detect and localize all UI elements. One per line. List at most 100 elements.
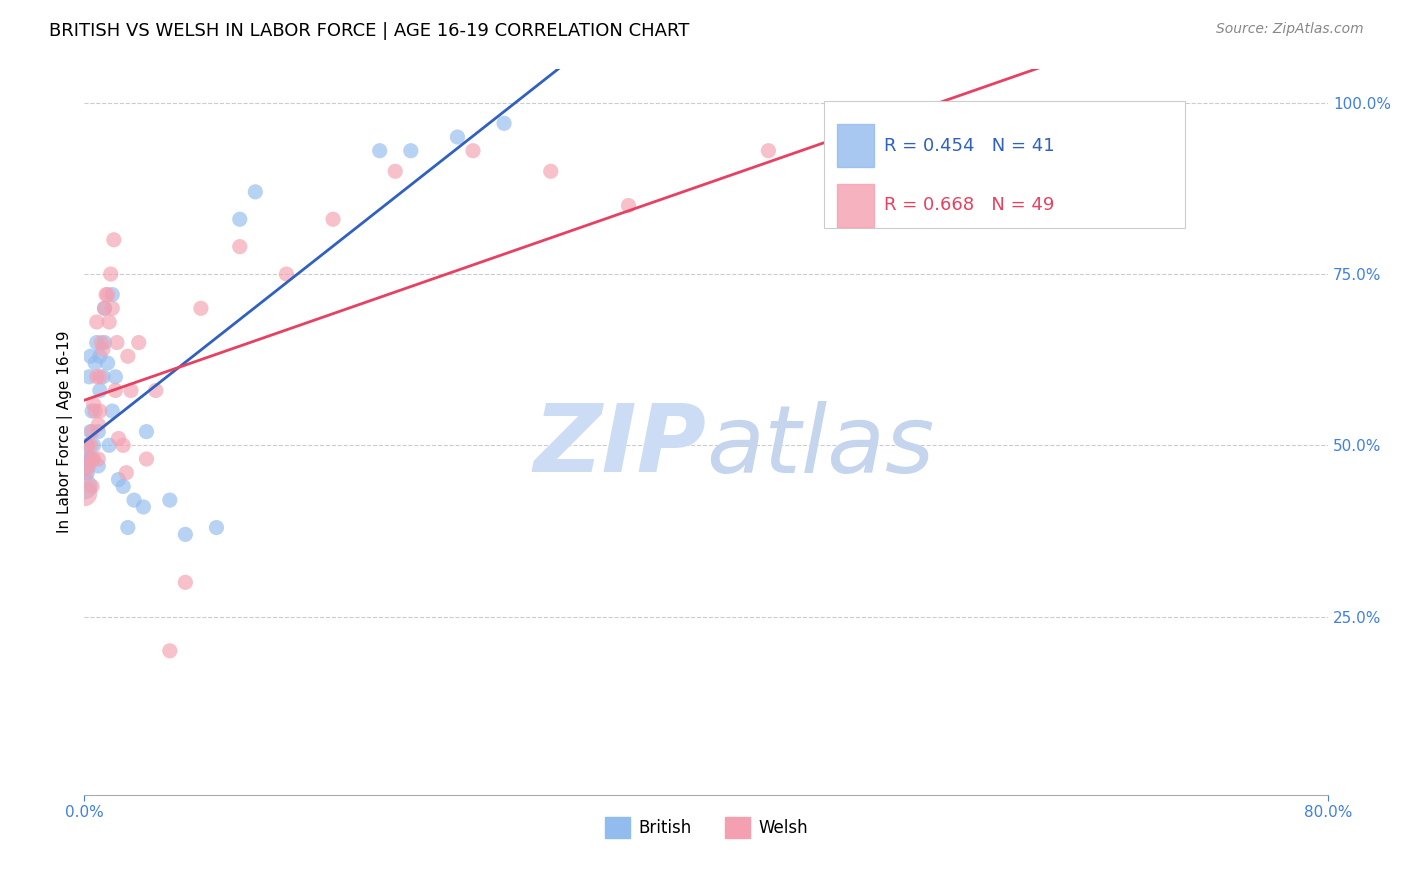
Point (229, 212, 252, 227)
FancyBboxPatch shape (824, 101, 1185, 228)
Bar (837, 184, 875, 227)
Point (98, 315, 121, 329)
Point (101, 301, 124, 316)
Point (77, 452, 100, 467)
Point (76, 466, 98, 480)
Legend: British, Welsh: British, Welsh (598, 811, 814, 845)
Point (89, 349, 111, 363)
Point (87, 417, 110, 432)
Point (80, 479, 103, 493)
Point (461, 144, 484, 158)
Point (91, 343, 114, 357)
Point (90, 335, 112, 350)
Point (159, 493, 181, 508)
Text: Source: ZipAtlas.com: Source: ZipAtlas.com (1216, 22, 1364, 37)
Y-axis label: In Labor Force | Age 16-19: In Labor Force | Age 16-19 (58, 330, 73, 533)
Point (115, 466, 138, 480)
Point (120, 384, 142, 398)
Point (368, 144, 391, 158)
Point (94, 287, 117, 301)
Point (117, 349, 139, 363)
Point (128, 335, 150, 350)
Point (97, 356, 120, 370)
Text: R = 0.668   N = 49: R = 0.668 N = 49 (884, 196, 1054, 214)
Point (105, 335, 128, 350)
Point (93, 301, 115, 316)
Point (132, 500, 155, 514)
Point (86, 335, 108, 350)
Point (73, 486, 96, 500)
Point (76, 438, 98, 452)
Point (83, 452, 105, 467)
Point (229, 240, 252, 254)
Point (100, 267, 122, 281)
Point (103, 233, 125, 247)
Point (83, 438, 105, 452)
Point (107, 473, 129, 487)
Point (91, 369, 114, 384)
Point (617, 198, 640, 212)
Point (384, 164, 406, 178)
Point (76, 438, 98, 452)
Point (205, 520, 228, 534)
Point (758, 144, 780, 158)
Point (98, 438, 121, 452)
Point (446, 130, 468, 145)
Point (80, 404, 103, 418)
Point (79, 438, 101, 452)
Point (159, 644, 181, 658)
Point (79, 349, 101, 363)
Point (83, 397, 105, 411)
Point (399, 144, 422, 158)
Point (1005, 116, 1028, 130)
Point (75, 452, 97, 467)
Text: BRITISH VS WELSH IN LABOR FORCE | AGE 16-19 CORRELATION CHART: BRITISH VS WELSH IN LABOR FORCE | AGE 16… (49, 22, 689, 40)
Point (87, 425, 110, 439)
Point (494, 116, 516, 130)
Point (322, 212, 344, 227)
Point (190, 301, 212, 316)
Point (117, 520, 139, 534)
Point (86, 369, 108, 384)
Point (104, 384, 127, 398)
Point (1130, 116, 1153, 130)
Point (112, 479, 135, 493)
Point (93, 335, 115, 350)
Point (84, 356, 107, 370)
Point (135, 452, 157, 467)
Text: R = 0.454   N = 41: R = 0.454 N = 41 (884, 136, 1054, 154)
Point (87, 458, 110, 473)
Point (245, 185, 267, 199)
Point (97, 287, 120, 301)
Point (174, 527, 197, 541)
Point (75, 466, 97, 480)
Point (79, 425, 101, 439)
Point (101, 287, 124, 301)
Point (79, 452, 101, 467)
Point (77, 458, 100, 473)
Point (112, 438, 135, 452)
Point (101, 404, 124, 418)
Point (73, 479, 96, 493)
Point (73, 458, 96, 473)
Point (80, 425, 103, 439)
Point (276, 267, 298, 281)
Bar (837, 124, 875, 168)
Point (89, 404, 111, 418)
Point (93, 301, 115, 316)
Point (145, 384, 167, 398)
Point (135, 425, 157, 439)
Point (107, 432, 129, 446)
Point (86, 315, 108, 329)
Point (80, 452, 103, 467)
Point (87, 452, 110, 467)
Point (89, 369, 111, 384)
Point (540, 164, 562, 178)
Point (89, 384, 111, 398)
Text: atlas: atlas (706, 401, 935, 491)
Point (77, 369, 100, 384)
Point (122, 493, 145, 508)
Point (174, 575, 197, 590)
Text: ZIP: ZIP (533, 401, 706, 492)
Point (84, 404, 107, 418)
